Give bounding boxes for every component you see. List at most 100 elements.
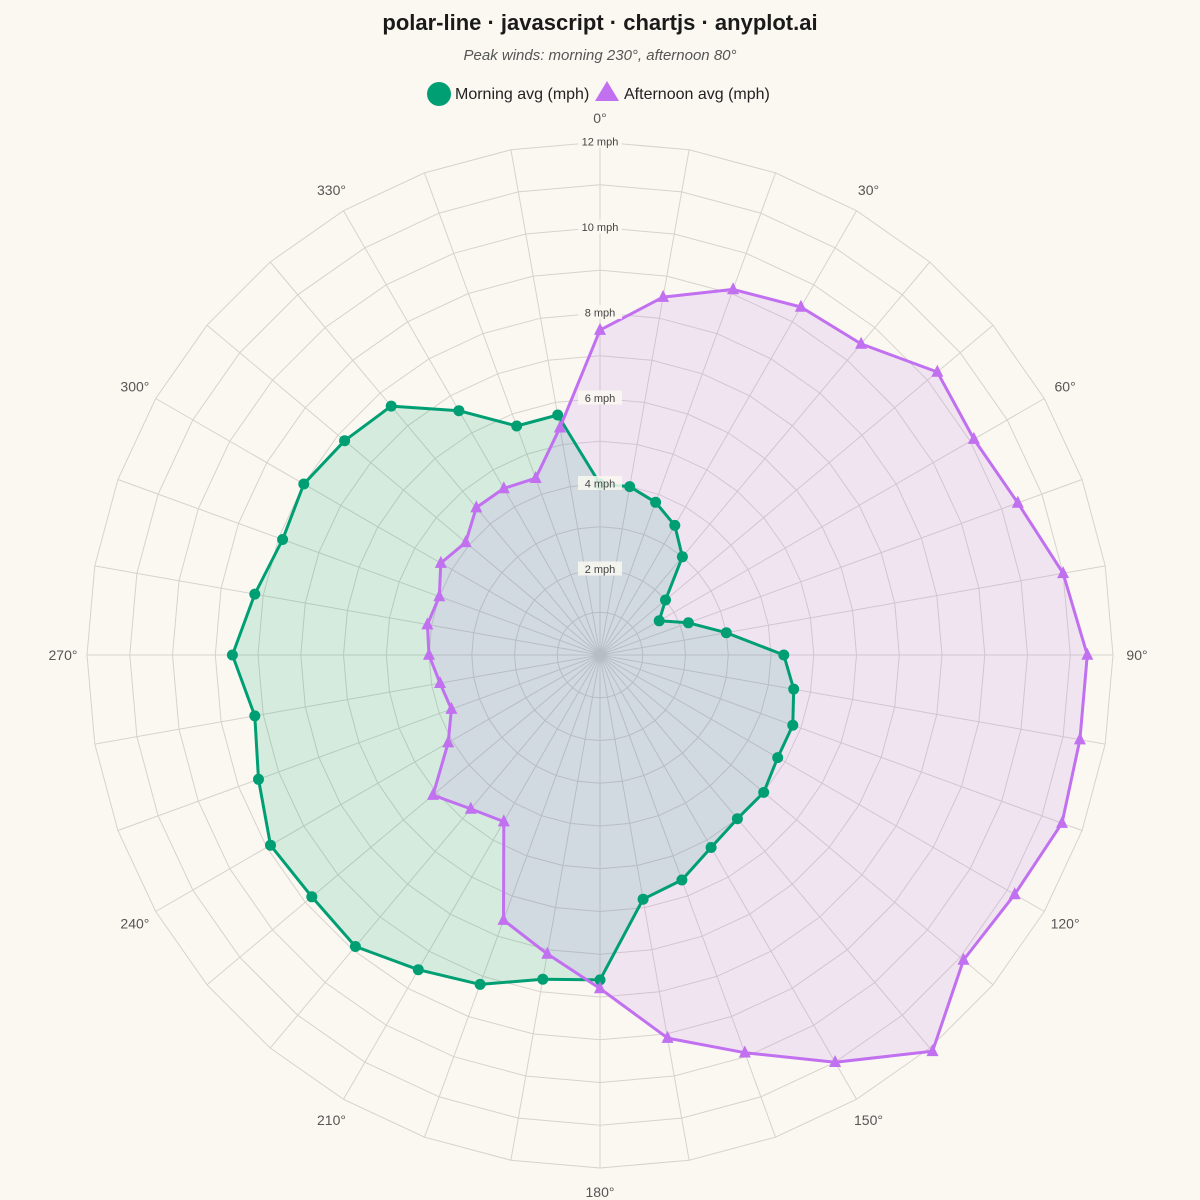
data-point-afternoon[interactable] (1081, 647, 1094, 660)
data-point-afternoon[interactable] (459, 535, 472, 548)
data-point-morning[interactable] (660, 594, 671, 606)
data-point-afternoon[interactable] (434, 676, 446, 688)
data-point-morning[interactable] (676, 874, 688, 886)
data-point-morning[interactable] (637, 893, 649, 905)
data-point-morning[interactable] (731, 813, 743, 825)
data-point-afternoon[interactable] (855, 336, 868, 349)
data-point-morning[interactable] (594, 974, 606, 986)
data-point-afternoon[interactable] (794, 299, 807, 312)
grid-spoke (599, 654, 857, 1100)
legend-item-morning[interactable]: Morning avg (mph) (427, 82, 589, 106)
data-point-afternoon[interactable] (553, 420, 566, 433)
data-point-morning[interactable] (676, 551, 688, 563)
data-point-afternoon[interactable] (445, 701, 458, 714)
data-point-afternoon[interactable] (423, 647, 435, 660)
radial-tick-label: 8 mph (585, 308, 616, 320)
radial-tick-label: 4 mph (585, 479, 616, 491)
series-layer (226, 282, 1094, 1067)
grid-spoke (117, 654, 601, 831)
data-point-morning[interactable] (650, 496, 662, 508)
data-point-morning[interactable] (306, 891, 318, 903)
data-point-afternoon[interactable] (657, 289, 670, 302)
data-point-morning[interactable] (298, 478, 310, 490)
data-point-afternoon[interactable] (434, 555, 447, 568)
data-point-morning[interactable] (720, 627, 732, 639)
radial-tick-bg (578, 476, 622, 490)
data-point-afternoon[interactable] (829, 1055, 842, 1067)
data-point-morning[interactable] (758, 786, 770, 798)
data-point-afternoon[interactable] (497, 481, 510, 494)
radial-tick-bg (578, 134, 622, 148)
data-point-morning[interactable] (226, 649, 238, 661)
data-point-afternoon[interactable] (727, 282, 740, 295)
data-point-morning[interactable] (453, 405, 465, 417)
data-point-afternoon[interactable] (594, 322, 606, 335)
angle-label-layer: 0° 30° 60° 90° 120° 150° 180° 210° 240° 270° 300° 3… (49, 110, 1148, 1200)
data-point-afternoon[interactable] (464, 801, 477, 814)
data-point-morning[interactable] (669, 519, 681, 531)
legend-afternoon-label: Afternoon avg (mph) (624, 86, 770, 103)
data-point-afternoon[interactable] (926, 1044, 939, 1057)
grid-spoke (599, 210, 857, 656)
data-point-morning[interactable] (772, 752, 784, 764)
data-point-morning[interactable] (349, 941, 361, 952)
radial-tick-label: 6 mph (585, 393, 616, 405)
data-point-afternoon[interactable] (931, 364, 944, 377)
data-point-morning[interactable] (778, 649, 790, 661)
angle-label: 210° (317, 1112, 346, 1128)
data-point-morning[interactable] (249, 710, 261, 722)
data-point-afternoon[interactable] (470, 500, 483, 513)
radial-tick-layer: 2 mph 4 mph 6 mph 8 mph 10 mph 12 mph (578, 134, 622, 576)
data-point-morning[interactable] (537, 973, 549, 985)
grid-spoke (510, 654, 601, 1161)
data-point-morning[interactable] (682, 617, 694, 629)
data-point-morning[interactable] (265, 839, 276, 851)
data-point-afternoon[interactable] (1073, 732, 1086, 745)
data-point-morning[interactable] (474, 978, 486, 990)
grid-spoke (599, 654, 1106, 745)
data-point-afternoon[interactable] (421, 617, 434, 630)
legend: Morning avg (mph) Afternoon avg (mph) (427, 81, 770, 106)
data-point-afternoon[interactable] (661, 1030, 674, 1043)
angle-label: 300° (120, 379, 149, 395)
data-point-afternoon[interactable] (967, 431, 980, 444)
data-point-morning[interactable] (249, 588, 261, 600)
data-point-morning[interactable] (552, 409, 564, 421)
data-point-afternoon[interactable] (442, 735, 455, 748)
data-point-morning[interactable] (653, 615, 665, 627)
grid-spoke (269, 654, 601, 1049)
data-point-afternoon[interactable] (1011, 495, 1024, 508)
data-point-morning[interactable] (339, 435, 351, 447)
legend-morning-marker (427, 82, 451, 106)
grid-spoke (343, 654, 601, 1100)
data-point-morning[interactable] (705, 842, 717, 853)
data-point-afternoon[interactable] (738, 1045, 751, 1058)
data-point-morning[interactable] (253, 773, 264, 785)
legend-item-afternoon[interactable]: Afternoon avg (mph) (595, 81, 770, 103)
data-point-morning[interactable] (787, 719, 799, 731)
chart-subtitle: Peak winds: morning 230°, afternoon 80° (464, 47, 737, 64)
grid-spoke (599, 261, 931, 656)
data-point-morning[interactable] (788, 683, 800, 695)
data-point-afternoon[interactable] (1057, 566, 1070, 579)
data-point-morning[interactable] (385, 400, 397, 412)
data-point-afternoon[interactable] (433, 589, 446, 602)
data-point-afternoon[interactable] (497, 814, 510, 827)
data-point-afternoon[interactable] (541, 946, 554, 959)
data-point-afternoon[interactable] (497, 912, 510, 925)
data-point-afternoon[interactable] (957, 952, 970, 965)
grid-spoke (206, 654, 601, 986)
data-point-afternoon[interactable] (1008, 887, 1021, 900)
data-point-morning[interactable] (412, 964, 424, 976)
data-point-morning[interactable] (624, 481, 636, 493)
data-point-afternoon[interactable] (1056, 815, 1068, 828)
grid-spoke (599, 654, 931, 1049)
angle-label: 270° (49, 647, 78, 663)
data-point-morning[interactable] (277, 534, 289, 545)
data-point-afternoon[interactable] (427, 787, 439, 800)
data-point-afternoon[interactable] (594, 981, 606, 994)
data-point-morning[interactable] (511, 420, 523, 432)
grid-spoke (599, 654, 1045, 912)
data-point-afternoon[interactable] (529, 471, 542, 483)
